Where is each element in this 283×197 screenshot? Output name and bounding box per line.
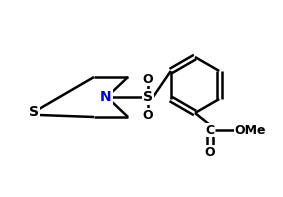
Text: C: C <box>205 124 215 137</box>
Text: O: O <box>143 72 153 85</box>
Text: O: O <box>143 109 153 122</box>
Text: S: S <box>143 90 153 104</box>
Text: N: N <box>100 90 112 104</box>
Text: S: S <box>29 105 39 119</box>
Text: O: O <box>205 146 215 159</box>
Text: OMe: OMe <box>234 124 266 137</box>
